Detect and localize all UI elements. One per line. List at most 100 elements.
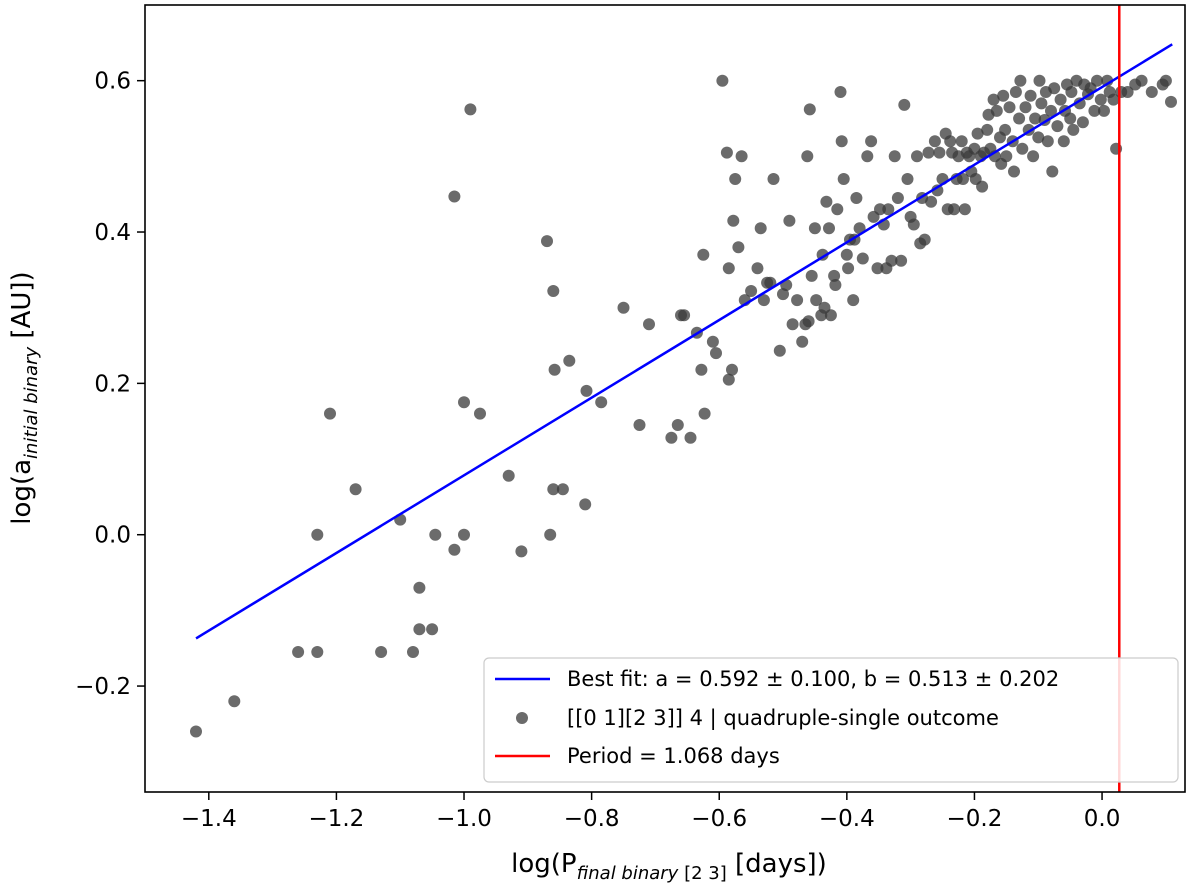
data-point (801, 150, 814, 163)
legend-scatter-label: [[0 1][2 3]] 4 | quadruple-single outcom… (567, 706, 999, 731)
data-point (976, 180, 989, 193)
data-point (1064, 112, 1077, 125)
data-point (928, 135, 941, 148)
data-point (1067, 123, 1080, 136)
data-point (757, 294, 770, 307)
data-point (1035, 97, 1048, 110)
data-point (544, 528, 557, 541)
data-point (861, 150, 874, 163)
data-point (971, 127, 984, 140)
y-tick-label: 0.2 (94, 371, 131, 397)
data-point (729, 173, 742, 185)
data-point (502, 469, 515, 482)
data-point (856, 252, 869, 265)
data-point (1165, 95, 1177, 108)
data-point (464, 103, 477, 116)
data-point (802, 315, 815, 328)
data-point (803, 103, 816, 116)
data-point (190, 725, 202, 738)
x-tick-label: −1.0 (436, 806, 492, 832)
data-point (791, 294, 804, 307)
data-point (375, 646, 388, 658)
data-point (426, 623, 439, 636)
data-point (981, 123, 994, 136)
data-point (727, 214, 740, 227)
data-point (850, 192, 863, 204)
data-point (773, 344, 786, 357)
data-point (1032, 131, 1045, 144)
data-point (735, 150, 748, 163)
data-point (556, 483, 569, 496)
scatter-points (190, 74, 1177, 738)
data-point (448, 190, 461, 203)
y-tick-label: 0.0 (94, 523, 131, 549)
data-point (999, 123, 1012, 136)
data-point (944, 135, 957, 148)
data-point (697, 248, 710, 261)
data-point (1145, 86, 1158, 98)
data-point (948, 203, 960, 216)
data-point (579, 498, 592, 511)
data-point (1013, 112, 1026, 125)
data-point (871, 262, 884, 275)
data-point (1094, 93, 1107, 106)
data-point (413, 581, 426, 594)
data-point (1065, 86, 1078, 98)
data-point (580, 384, 593, 397)
data-point (1073, 97, 1086, 110)
data-point (617, 301, 630, 314)
legend: Best fit: a = 0.592 ± 0.100, b = 0.513 ±… (483, 657, 1179, 783)
data-point (767, 173, 780, 185)
data-point (808, 222, 821, 235)
data-point (292, 646, 305, 658)
x-tick-label: 0.0 (1084, 806, 1121, 832)
data-point (547, 285, 560, 297)
data-point (671, 419, 684, 431)
best-fit-line (195, 43, 1173, 640)
x-tick-label: −0.8 (564, 806, 620, 832)
data-point (918, 233, 931, 246)
data-point (997, 89, 1010, 102)
data-point (1054, 93, 1067, 106)
data-point (710, 347, 722, 360)
data-point (1024, 89, 1037, 102)
data-point (865, 135, 878, 148)
data-point (1029, 112, 1042, 125)
data-point (786, 318, 799, 331)
data-point (823, 222, 835, 235)
data-point (407, 646, 419, 658)
data-point (777, 288, 789, 301)
data-point (1045, 104, 1057, 117)
data-point (745, 285, 758, 297)
data-point (990, 104, 1003, 117)
y-axis-label-sub: initial binary (21, 346, 42, 458)
data-point (448, 543, 461, 556)
x-tick-label: −0.6 (691, 806, 747, 832)
data-point (474, 407, 486, 420)
data-point (732, 241, 745, 254)
data-point (824, 309, 837, 322)
data-point (810, 294, 823, 307)
data-point (1041, 135, 1054, 148)
data-point (1046, 165, 1059, 178)
data-point (324, 407, 336, 420)
data-point (1033, 74, 1046, 87)
data-point (678, 309, 691, 322)
data-point (1014, 74, 1027, 87)
data-point (922, 146, 935, 159)
data-point (563, 354, 576, 367)
data-point (820, 195, 833, 208)
data-point (1019, 101, 1032, 114)
data-point (311, 646, 324, 658)
data-point (1101, 74, 1114, 87)
data-point (898, 98, 911, 111)
legend-box (483, 657, 1179, 783)
data-point (548, 363, 561, 376)
x-axis-label: log(Pfinal binary [2 3] [days]) (511, 849, 827, 884)
data-point (1048, 82, 1061, 95)
data-point (429, 528, 442, 541)
data-point (1159, 74, 1172, 87)
data-point (955, 135, 968, 148)
data-point (1003, 101, 1016, 114)
data-point (891, 192, 904, 204)
